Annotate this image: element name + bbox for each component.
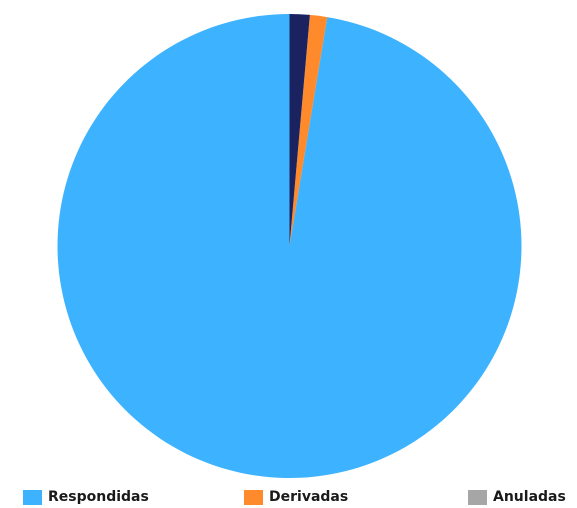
pie-slice-unlabeled-3[interactable] (289, 14, 310, 246)
legend-label-anuladas: Anuladas (493, 489, 566, 505)
pie-slice-derivadas-1[interactable] (289, 14, 328, 246)
legend-swatch-derivadas (244, 489, 263, 505)
legend-item-anuladas[interactable]: Anuladas (468, 487, 566, 507)
legend-item-derivadas[interactable]: Derivadas (244, 487, 348, 507)
legend-label-derivadas: Derivadas (269, 489, 349, 505)
pie-slices (57, 14, 522, 478)
legend-swatch-anuladas (468, 489, 487, 505)
legend-swatch-respondidas (23, 489, 42, 505)
legend-item-respondidas[interactable]: Respondidas (23, 487, 149, 507)
chart-legend: Respondidas Derivadas Anuladas (0, 487, 577, 508)
legend-label-respondidas: Respondidas (48, 489, 149, 505)
